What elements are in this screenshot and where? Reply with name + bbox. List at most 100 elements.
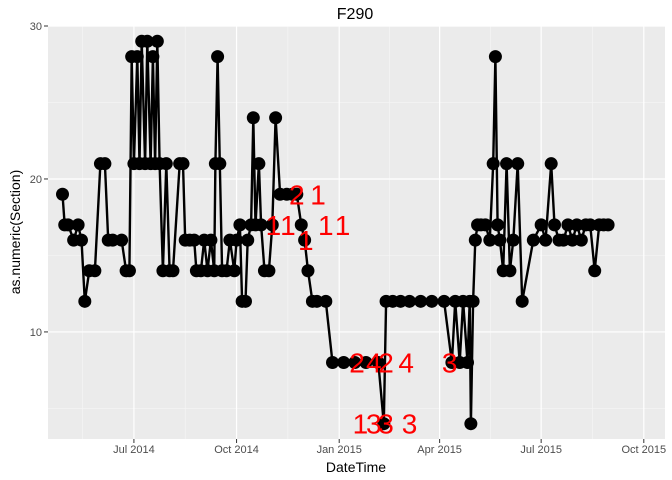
y-axis: 10 20 30	[30, 21, 48, 339]
annotation-label: 3	[366, 409, 382, 440]
data-point	[539, 233, 553, 247]
data-point	[298, 233, 312, 247]
y-axis-label: as.numeric(Section)	[7, 170, 23, 295]
data-point	[213, 157, 227, 171]
data-point	[319, 294, 333, 308]
data-point	[130, 50, 144, 64]
data-point	[265, 218, 279, 232]
data-point	[233, 218, 247, 232]
data-point	[227, 264, 241, 278]
y-tick-label: 20	[30, 174, 42, 186]
data-point	[548, 218, 562, 232]
annotation-label: 3	[378, 409, 394, 440]
data-point	[588, 264, 602, 278]
x-tick-label: Jul 2014	[113, 444, 155, 456]
grid-major	[48, 25, 665, 439]
data-point	[204, 233, 218, 247]
data-point	[74, 233, 88, 247]
data-point	[574, 233, 588, 247]
data-point	[583, 218, 597, 232]
data-point	[493, 233, 507, 247]
data-point	[394, 294, 408, 308]
annotation-label: 2	[349, 348, 365, 379]
annotation-label: 1	[318, 210, 334, 241]
data-point	[348, 356, 362, 370]
y-tick-label: 10	[30, 327, 42, 339]
data-point	[88, 264, 102, 278]
annotation-label: 3	[442, 348, 458, 379]
data-point	[544, 157, 558, 171]
data-point	[211, 50, 225, 64]
data-point	[246, 111, 260, 125]
data-point	[486, 157, 500, 171]
data-point	[337, 356, 351, 370]
data-point	[140, 34, 154, 48]
data-point	[437, 294, 451, 308]
data-point	[503, 264, 517, 278]
data-point	[115, 233, 129, 247]
data-point	[187, 233, 201, 247]
data-point	[262, 264, 276, 278]
data-point	[61, 218, 75, 232]
annotation-label: 2	[289, 179, 305, 210]
data-point	[483, 233, 497, 247]
data-point	[461, 356, 475, 370]
annotation-label: 1	[310, 179, 326, 210]
data-point	[402, 294, 416, 308]
data-point	[464, 417, 478, 431]
x-tick-label: Oct 2014	[214, 444, 259, 456]
data-point	[78, 294, 92, 308]
annotation-label: 1	[280, 210, 296, 241]
annotation-label: 1	[298, 225, 314, 256]
annotation-label: 4	[366, 348, 382, 379]
data-point	[506, 233, 520, 247]
data-point	[230, 233, 244, 247]
data-point	[71, 218, 85, 232]
data-point	[150, 34, 164, 48]
annotation-label: 3	[402, 409, 418, 440]
data-point	[534, 218, 548, 232]
data-point	[511, 157, 525, 171]
annotation-label: 1	[353, 409, 369, 440]
data-point	[106, 233, 120, 247]
data-point	[601, 218, 615, 232]
data-point	[269, 111, 283, 125]
data-point	[159, 157, 173, 171]
x-tick-label: Oct 2015	[621, 444, 666, 456]
x-tick-label: Jul 2015	[520, 444, 562, 456]
data-point	[414, 294, 428, 308]
data-point	[252, 157, 266, 171]
x-axis: Jul 2014 Oct 2014 Jan 2015 Apr 2015 Jul 2015…	[113, 439, 666, 456]
y-tick-label: 30	[30, 21, 42, 33]
data-point	[526, 233, 540, 247]
data-point	[468, 233, 482, 247]
x-tick-label: Jan 2015	[317, 444, 362, 456]
data-point	[488, 50, 502, 64]
data-point	[425, 294, 439, 308]
data-point	[146, 50, 160, 64]
data-point	[241, 233, 255, 247]
data-point	[570, 218, 584, 232]
data-point	[290, 187, 304, 201]
data-point	[98, 157, 112, 171]
data-point	[326, 356, 340, 370]
data-point	[176, 157, 190, 171]
data-point	[556, 233, 570, 247]
data-point	[491, 218, 505, 232]
series-layer	[56, 34, 615, 431]
annotation-label: 1	[266, 210, 282, 241]
data-point	[565, 233, 579, 247]
data-point	[377, 417, 391, 431]
data-point	[301, 264, 315, 278]
data-point	[294, 218, 308, 232]
data-point	[466, 294, 480, 308]
annotation-label: 2	[378, 348, 394, 379]
data-point	[359, 356, 373, 370]
data-point	[371, 356, 385, 370]
plot-panel	[48, 26, 665, 439]
data-point	[238, 294, 252, 308]
data-point	[500, 157, 514, 171]
data-point	[122, 264, 136, 278]
